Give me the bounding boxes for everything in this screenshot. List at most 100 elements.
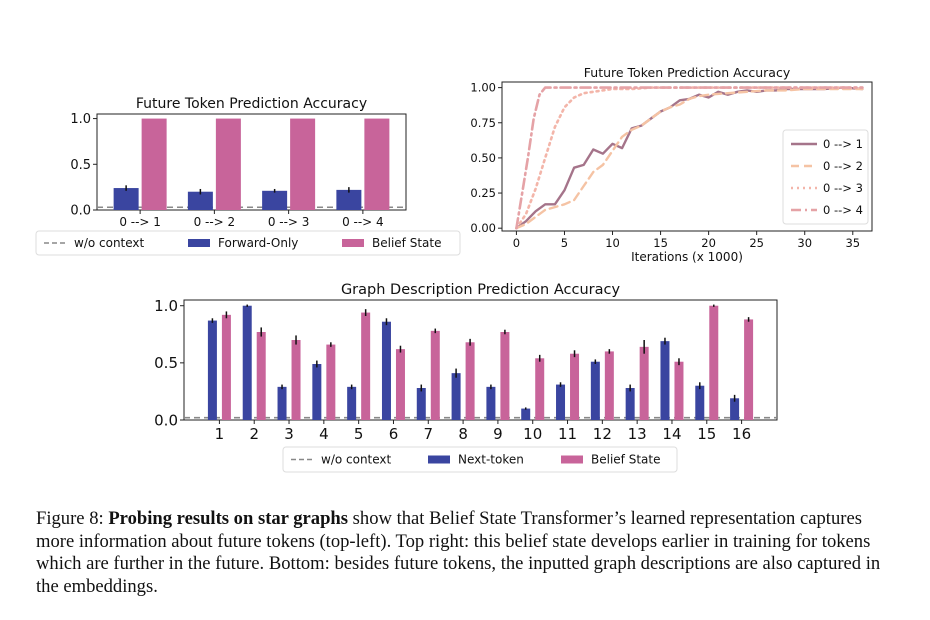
figure-caption: Figure 8: Probing results on star graphs… [36, 508, 898, 598]
bt-xtick-label: 12 [593, 425, 612, 443]
bt-bar-belief [291, 340, 301, 420]
tl-ytick-label: 1.0 [70, 112, 91, 127]
bt-xtick-label: 4 [319, 425, 329, 443]
tl-xtick-label: 0 --> 1 [119, 215, 161, 229]
tr-ytick-label: 0.25 [470, 186, 496, 200]
tl-bar-belief [141, 118, 167, 210]
bt-bar-forward [312, 364, 322, 420]
tr-xtick-label: 5 [561, 236, 568, 250]
tl-xtick-label: 0 --> 3 [268, 215, 310, 229]
tr-legend-label-2: 0 --> 2 [823, 159, 863, 173]
tr-series-line-4 [515, 86, 864, 230]
tr-frame [501, 81, 873, 232]
tr-legend-box [782, 129, 869, 225]
figure-8: Future Token Prediction Accuracy 0.0 0.5 1.… [35, 65, 873, 473]
bt-title: Graph Description Prediction Accuracy [341, 282, 621, 298]
bt-bar-forward [556, 384, 566, 420]
tr-series-line-2 [515, 87, 864, 230]
caption-rest: show that Belief State Transformer’s lea… [36, 508, 881, 597]
tr-xtick-label: 35 [845, 236, 860, 250]
bt-xtick-label: 7 [424, 425, 434, 443]
bt-bar-belief [430, 330, 440, 420]
tr-legend-label-4: 0 --> 4 [823, 203, 863, 217]
bt-bar-belief [744, 319, 754, 420]
bt-bar-forward [451, 373, 461, 420]
tr-xtick-label: 10 [605, 236, 620, 250]
tl-frame [96, 113, 407, 211]
tl-bar-belief [364, 118, 390, 210]
tr-ytick-label: 0.50 [470, 151, 496, 165]
tl-bar-belief [290, 118, 316, 210]
bt-xtick-label: 2 [249, 425, 259, 443]
tr-ytick-label: 0.00 [470, 221, 496, 235]
tl-legend-belief-label: Belief State [372, 236, 441, 250]
bt-bar-belief [361, 312, 371, 420]
bt-bar-forward [347, 386, 357, 420]
bt-bar-belief [570, 353, 580, 420]
tl-bar-forward [113, 188, 139, 210]
bt-bar-forward [625, 388, 635, 420]
tl-bar-forward [262, 190, 288, 210]
bt-frame [183, 299, 778, 421]
bt-xtick-label: 13 [628, 425, 647, 443]
bt-ytick-label: 1.0 [154, 297, 178, 315]
tr-xlabel: Iterations (x 1000) [631, 250, 743, 264]
caption-bold: Probing results on star graphs [108, 508, 349, 529]
bt-xtick-label: 11 [558, 425, 577, 443]
tl-bar-belief [215, 118, 241, 210]
tl-legend-forward-label: Forward-Only [218, 236, 298, 250]
caption-prefix: Figure 8: [36, 508, 109, 529]
tr-legend-label-1: 0 --> 1 [823, 137, 863, 151]
bt-legend-baseline-label: w/o context [321, 453, 392, 467]
bt-xtick-label: 3 [284, 425, 294, 443]
bt-legend-belief-label: Belief State [591, 453, 660, 467]
tl-xtick-label: 0 --> 2 [194, 215, 236, 229]
bt-xtick-label: 6 [389, 425, 399, 443]
bt-bar-forward [381, 321, 391, 420]
tr-title: Future Token Prediction Accuracy [584, 65, 791, 80]
bt-legend-forward-swatch [428, 455, 450, 464]
tr-ytick-label: 1.00 [470, 81, 496, 95]
bt-bar-forward [590, 361, 600, 420]
tl-ytick-label: 0.0 [70, 204, 91, 219]
bt-bar-forward [277, 386, 287, 420]
bt-bar-forward [660, 341, 670, 420]
bt-ytick-label: 0.0 [154, 411, 178, 429]
bt-xtick-label: 9 [493, 425, 503, 443]
tr-xtick-label: 15 [653, 236, 668, 250]
bt-bar-belief [395, 349, 405, 420]
tl-ytick-label: 0.5 [70, 158, 91, 173]
tl-bar-forward [187, 191, 213, 210]
bt-ytick-label: 0.5 [154, 354, 178, 372]
bt-bar-forward [242, 305, 252, 420]
bt-bar-belief [500, 332, 510, 420]
bt-bar-forward [521, 408, 531, 420]
bt-bar-forward [207, 320, 217, 420]
tr-ytick-label: 0.75 [470, 116, 496, 130]
tr-xtick-label: 0 [513, 236, 520, 250]
bt-legend-belief-swatch [561, 455, 583, 464]
bt-xtick-label: 14 [662, 425, 681, 443]
bt-bar-forward [730, 398, 740, 420]
tl-legend-forward-swatch [188, 239, 210, 247]
bt-bar-belief [221, 314, 231, 420]
bt-legend-forward-label: Next-token [458, 453, 524, 467]
bt-xtick-label: 16 [732, 425, 751, 443]
bt-bar-forward [695, 385, 705, 420]
bt-bar-belief [604, 351, 614, 420]
bt-bar-belief [256, 332, 266, 420]
tl-xtick-label: 0 --> 4 [342, 215, 384, 229]
tr-legend-label-3: 0 --> 3 [823, 181, 863, 195]
bt-bar-forward [486, 386, 496, 420]
bt-bar-belief [535, 358, 545, 420]
bt-bar-belief [465, 342, 475, 420]
tl-legend-baseline-label: w/o context [74, 236, 145, 250]
tl-legend-belief-swatch [342, 239, 364, 247]
bt-bar-belief [674, 361, 684, 420]
tl-legend-box [35, 230, 461, 256]
bt-xtick-label: 8 [458, 425, 468, 443]
tl-bar-forward [336, 189, 362, 210]
tl-title: Future Token Prediction Accuracy [136, 96, 367, 112]
bt-legend-box [282, 446, 678, 473]
bt-xtick-label: 15 [697, 425, 716, 443]
